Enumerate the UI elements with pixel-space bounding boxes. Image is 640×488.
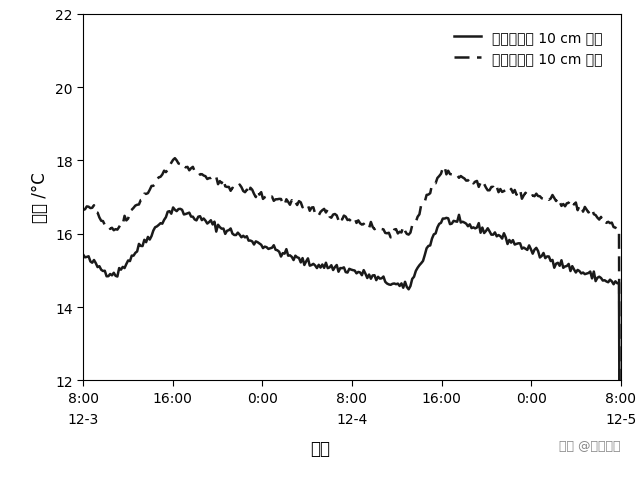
Line: 对照区红深 10 cm 土温: 对照区红深 10 cm 土温 xyxy=(83,159,621,488)
试验区红深 10 cm 土温 xyxy=(81,255,89,261)
试验区红深 10 cm 土温 xyxy=(401,279,409,285)
Text: 12-5: 12-5 xyxy=(605,412,636,427)
Text: 12-4: 12-4 xyxy=(337,412,367,427)
Y-axis label: 温度 /°C: 温度 /°C xyxy=(31,172,49,223)
对照区红深 10 cm 土温 xyxy=(401,228,409,234)
对照区红深 10 cm 土温 xyxy=(399,224,407,230)
对照区红深 10 cm 土温 xyxy=(171,156,179,162)
对照区红深 10 cm 土温 xyxy=(81,207,89,213)
试验区红深 10 cm 土温 xyxy=(410,274,418,280)
对照区红深 10 cm 土温 xyxy=(79,207,87,213)
试验区红深 10 cm 土温 xyxy=(534,248,542,254)
试验区红深 10 cm 土温 xyxy=(568,264,576,269)
Text: 头条 @温室园艺: 头条 @温室园艺 xyxy=(559,439,621,452)
试验区红深 10 cm 土温 xyxy=(169,205,177,211)
Text: 12-3: 12-3 xyxy=(68,412,99,427)
Text: 时间: 时间 xyxy=(310,439,330,457)
Line: 试验区红深 10 cm 土温: 试验区红深 10 cm 土温 xyxy=(83,208,621,488)
试验区红深 10 cm 土温 xyxy=(399,285,407,291)
对照区红深 10 cm 土温 xyxy=(534,194,542,200)
试验区红深 10 cm 土温 xyxy=(79,252,87,258)
对照区红深 10 cm 土温 xyxy=(568,201,576,206)
对照区红深 10 cm 土温 xyxy=(410,222,418,227)
Legend: 试验区红深 10 cm 土温, 对照区红深 10 cm 土温: 试验区红深 10 cm 土温, 对照区红深 10 cm 土温 xyxy=(448,25,609,71)
